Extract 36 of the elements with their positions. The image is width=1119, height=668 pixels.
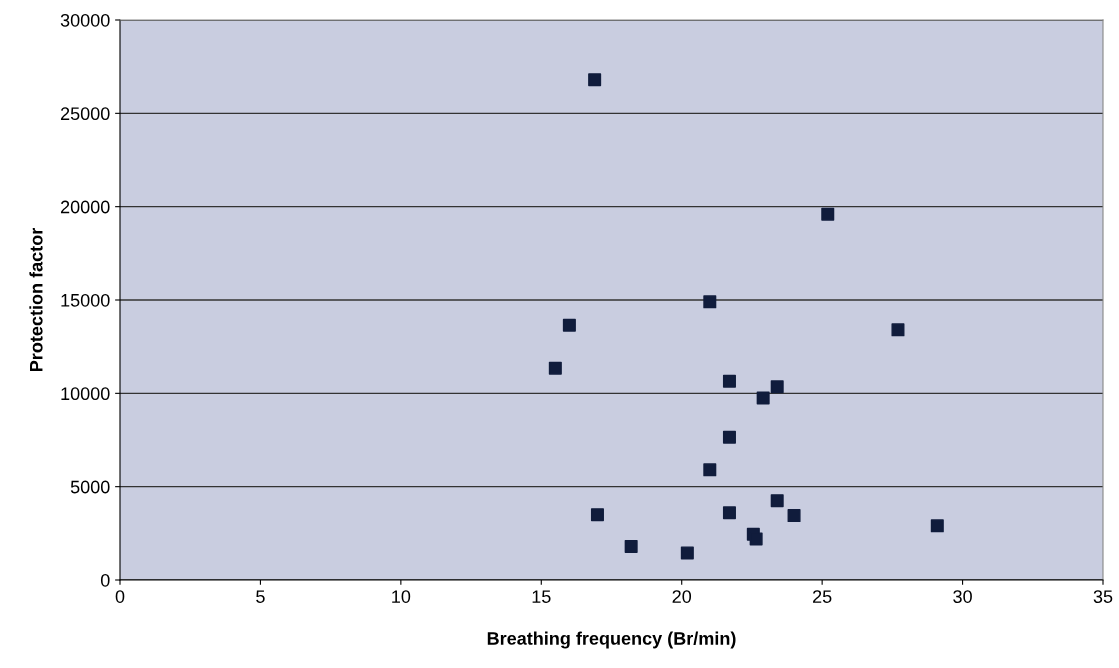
y-tick-label: 15000	[61, 293, 110, 307]
point	[787, 509, 801, 523]
point	[588, 73, 602, 87]
point	[548, 361, 562, 375]
x-tick-label: 30	[953, 590, 972, 603]
y-tick-label: 5000	[70, 480, 110, 494]
y-tick-label: 0	[100, 573, 110, 587]
point	[680, 546, 694, 560]
point	[749, 532, 763, 546]
point	[722, 374, 736, 388]
x-tick-label: 35	[1093, 590, 1113, 603]
point	[891, 323, 905, 337]
x-axis-title: Breathing frequency (Br/min)	[487, 631, 736, 649]
y-tick-label: 20000	[60, 200, 110, 214]
y-tick-label: 30000	[60, 13, 110, 27]
point	[821, 207, 835, 221]
y-axis-title: Protection factor	[29, 228, 43, 372]
point	[770, 494, 784, 508]
point	[756, 391, 770, 405]
x-tick-label: 0	[115, 590, 125, 603]
point	[930, 519, 944, 533]
point	[703, 463, 717, 477]
point	[770, 380, 784, 394]
x-tick-label: 5	[256, 590, 265, 603]
point	[624, 539, 638, 553]
x-tick-label: 10	[392, 590, 411, 603]
point	[703, 295, 717, 309]
point	[562, 318, 576, 332]
x-tick-label: 20	[672, 590, 692, 603]
y-tick-label: 25000	[60, 107, 110, 121]
y-tick-label: 10000	[61, 387, 110, 401]
point	[722, 430, 736, 444]
x-tick-label: 15	[532, 590, 551, 603]
point	[590, 508, 604, 522]
x-tick-label: 25	[813, 590, 832, 603]
point	[722, 506, 736, 520]
